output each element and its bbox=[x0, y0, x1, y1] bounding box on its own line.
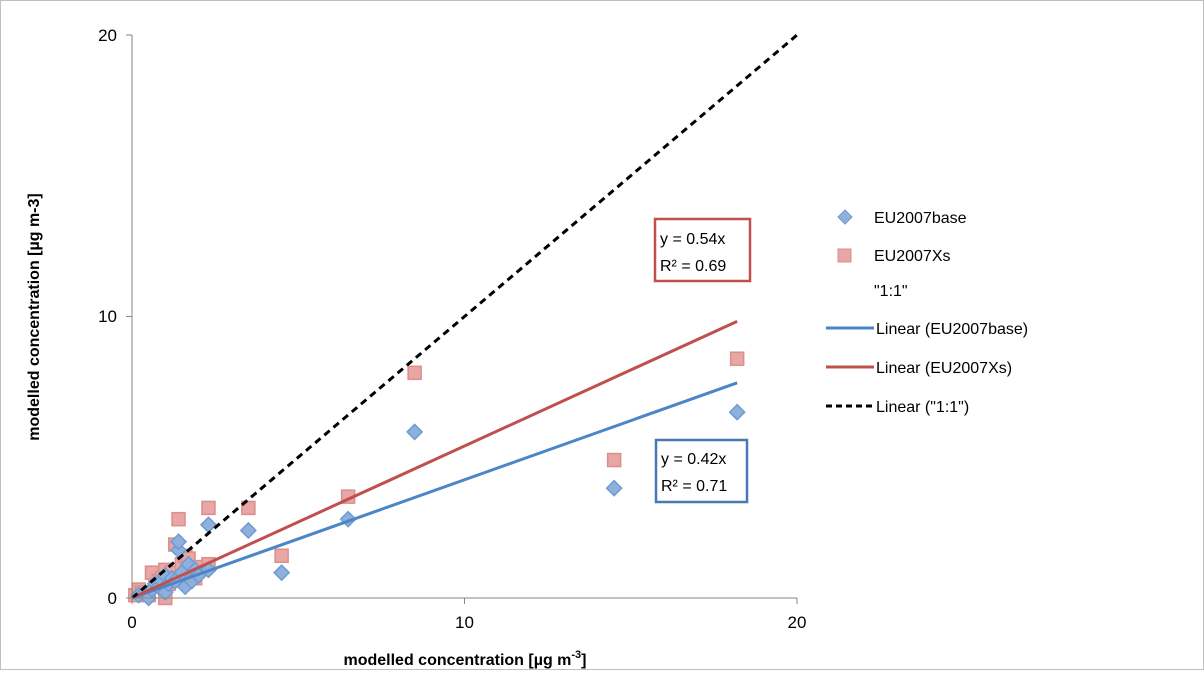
x-axis-title: modelled concentration [µg m-3] bbox=[343, 649, 586, 669]
eu2007xs-point-20 bbox=[201, 500, 216, 516]
legend-label-eu2007xs: EU2007Xs bbox=[874, 248, 951, 265]
legend-label-eu2007base: EU2007base bbox=[874, 210, 967, 227]
trendline-one-to-one bbox=[131, 33, 798, 600]
equation-base-line2: R² = 0.71 bbox=[661, 478, 727, 495]
eu2007xs-point-27 bbox=[729, 351, 745, 366]
trendline-xs bbox=[131, 319, 738, 600]
eu2007base-point-23 bbox=[273, 564, 291, 582]
equation-box-base: y = 0.42x R² = 0.71 bbox=[654, 438, 749, 504]
legend-marker-eu2007xs bbox=[837, 248, 852, 263]
legend: EU2007base EU2007Xs "1:1" Linear (EU2007… bbox=[826, 209, 1028, 416]
y-tick-label-10: 10 bbox=[98, 307, 117, 326]
equation-box-xs-border bbox=[653, 217, 752, 283]
x-tick-label-10: 10 bbox=[455, 613, 474, 632]
y-tick-label-20: 20 bbox=[98, 26, 117, 45]
legend-label-linear-xs: Linear (EU2007Xs) bbox=[876, 360, 1012, 377]
legend-label-linear-one-to-one: Linear ("1:1") bbox=[876, 399, 969, 416]
equation-xs-line1: y = 0.54x bbox=[660, 231, 725, 248]
eu2007base-point-21 bbox=[199, 516, 218, 534]
eu2007base-point-27 bbox=[728, 403, 746, 421]
eu2007xs-point-25 bbox=[407, 365, 422, 381]
eu2007xs-point-23 bbox=[274, 548, 289, 564]
eu2007xs-point-26 bbox=[606, 452, 622, 468]
equation-base-line1: y = 0.42x bbox=[661, 451, 726, 468]
y-tick-label-0: 0 bbox=[108, 589, 117, 608]
eu2007base-point-26 bbox=[605, 479, 623, 497]
x-axis-title-end: ] bbox=[581, 652, 586, 669]
y-axis-title: modelled concentration [µg m-3] bbox=[26, 193, 43, 440]
equation-box-base-border bbox=[654, 438, 749, 504]
x-tick-label-20: 20 bbox=[788, 613, 807, 632]
legend-label-linear-base: Linear (EU2007base) bbox=[876, 321, 1028, 338]
eu2007base-point-25 bbox=[406, 423, 424, 441]
trendline-base bbox=[131, 381, 738, 600]
eu2007xs-point-22 bbox=[241, 500, 256, 516]
x-axis-title-superscript: -3 bbox=[571, 649, 581, 661]
equation-xs-line2: R² = 0.69 bbox=[660, 258, 726, 275]
eu2007base-point-13 bbox=[169, 533, 188, 551]
legend-label-one-to-one: "1:1" bbox=[874, 283, 908, 300]
x-tick-label-0: 0 bbox=[127, 613, 136, 632]
x-axis-title-main: modelled concentration [µg m bbox=[343, 652, 571, 669]
legend-marker-eu2007base bbox=[837, 209, 853, 225]
equation-box-xs: y = 0.54x R² = 0.69 bbox=[653, 217, 752, 283]
eu2007xs-point-13 bbox=[171, 511, 186, 527]
eu2007base-point-22 bbox=[239, 521, 257, 540]
